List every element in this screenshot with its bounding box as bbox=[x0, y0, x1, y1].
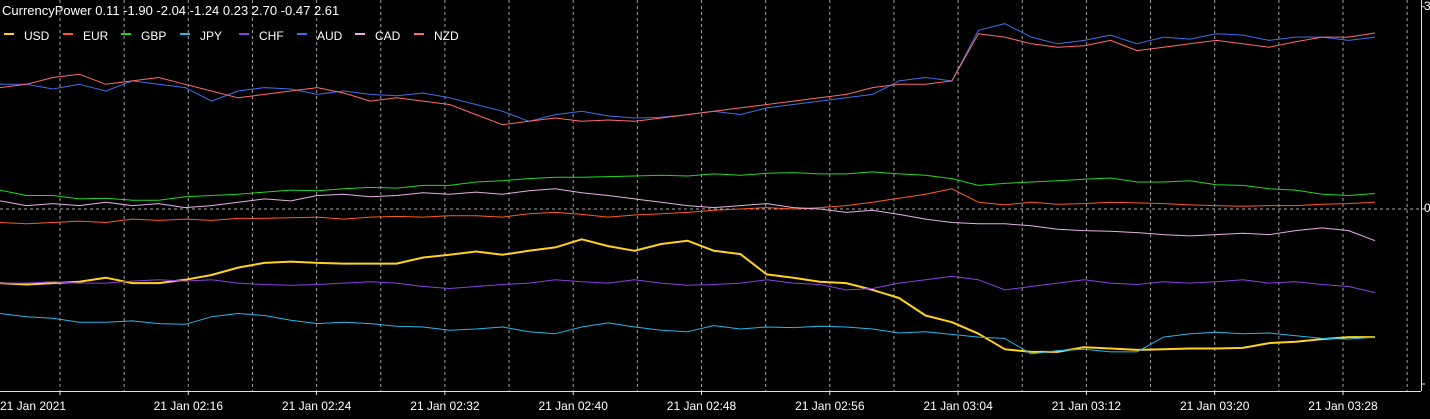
x-tick-label: 21 Jan 02:16 bbox=[154, 399, 224, 413]
x-tick-label: 21 Jan 03:20 bbox=[1180, 399, 1250, 413]
legend-label: JPY bbox=[200, 29, 223, 43]
indicator-values: 0.11 -1.90 -2.04 -1.24 0.23 2.70 -0.47 2… bbox=[95, 3, 340, 18]
series-line-gbp bbox=[0, 171, 1376, 201]
legend-label: GBP bbox=[141, 29, 167, 43]
series-line-cad bbox=[0, 188, 1376, 242]
legend-item-aud: AUD bbox=[297, 29, 342, 43]
legend-item-gbp: GBP bbox=[121, 29, 166, 43]
series-line-eur bbox=[0, 188, 1376, 225]
x-tick-label: 21 Jan 2021 bbox=[0, 399, 66, 413]
x-tick-label: 21 Jan 03:12 bbox=[1052, 399, 1122, 413]
x-tick-label: 21 Jan 02:32 bbox=[410, 399, 480, 413]
legend-label: EUR bbox=[83, 29, 109, 43]
legend-swatch bbox=[180, 32, 190, 35]
legend-swatch bbox=[414, 32, 424, 35]
legend-swatch bbox=[297, 32, 307, 35]
legend-swatch bbox=[121, 32, 131, 35]
legend-item-nzd: NZD bbox=[414, 29, 459, 43]
legend-item-eur: EUR bbox=[63, 29, 108, 43]
series-line-chf bbox=[0, 275, 1376, 294]
indicator-name: CurrencyPower bbox=[2, 3, 92, 18]
series-line-jpy bbox=[0, 313, 1376, 355]
legend-label: NZD bbox=[434, 29, 459, 43]
legend-item-chf: CHF bbox=[239, 29, 284, 43]
legend-label: AUD bbox=[317, 29, 343, 43]
series-layer bbox=[0, 23, 1376, 355]
x-axis-labels: 21 Jan 2021 21 Jan 02:16 21 Jan 02:24 21 Ja… bbox=[0, 399, 1378, 413]
indicator-header: CurrencyPower 0.11 -1.90 -2.04 -1.24 0.2… bbox=[2, 3, 339, 18]
x-tick-label: 21 Jan 02:48 bbox=[667, 399, 737, 413]
series-line-nzd bbox=[0, 32, 1376, 126]
legend-item-cad: CAD bbox=[355, 29, 400, 43]
axes bbox=[0, 0, 1425, 395]
x-tick-label: 21 Jan 02:56 bbox=[795, 399, 865, 413]
legend-item-usd: USD bbox=[4, 29, 49, 43]
legend-swatch bbox=[239, 32, 249, 35]
x-tick-label: 21 Jan 02:24 bbox=[282, 399, 352, 413]
y-tick-label: 3 bbox=[1424, 0, 1430, 13]
legend-label: CHF bbox=[259, 29, 284, 43]
legend-label: CAD bbox=[375, 29, 401, 43]
legend-swatch bbox=[355, 32, 365, 35]
legend-item-jpy: JPY bbox=[180, 29, 222, 43]
legend-label: USD bbox=[24, 29, 50, 43]
series-line-usd bbox=[0, 238, 1375, 353]
legend-swatch bbox=[63, 32, 73, 35]
x-tick-label: 21 Jan 03:04 bbox=[923, 399, 993, 413]
x-tick-label: 21 Jan 03:28 bbox=[1308, 399, 1378, 413]
vertical-grid bbox=[59, 0, 1408, 391]
x-tick-label: 21 Jan 02:40 bbox=[538, 399, 608, 413]
legend-swatch bbox=[4, 32, 14, 35]
y-tick-label: 0 bbox=[1424, 200, 1430, 215]
